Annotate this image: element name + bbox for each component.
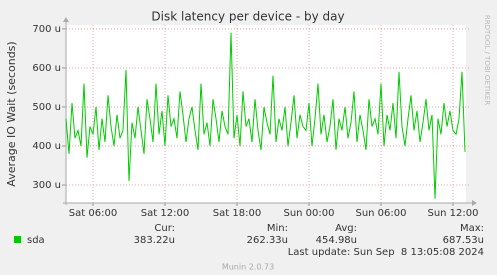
y-tick-label: 500 u (32, 102, 61, 113)
x-tick-label: Sun 06:00 (355, 208, 406, 219)
y-tick-label: 300 u (32, 180, 61, 191)
stat-label: Min: (267, 223, 288, 234)
legend-swatch (14, 236, 21, 243)
x-tick-label: Sat 18:00 (213, 208, 261, 219)
footer: Munin 2.0.73 (222, 263, 274, 272)
stat-label: Max: (460, 223, 484, 234)
stat-label: Cur: (154, 223, 175, 234)
legend-label: sda (27, 235, 45, 246)
y-tick-label: 600 u (32, 63, 61, 74)
stat-value: 454.98u (316, 235, 357, 246)
axis-arrow (472, 200, 477, 206)
y-tick-label: 700 u (32, 24, 61, 35)
y-tick-label: 400 u (32, 141, 61, 152)
x-tick-label: Sat 06:00 (69, 208, 117, 219)
last-update: Last update: Sun Sep 8 13:05:08 2024 (288, 247, 484, 258)
series-line (65, 32, 466, 199)
x-tick-label: Sat 12:00 (141, 208, 189, 219)
watermark: RRDTOOL / TOBI OETIKER (483, 15, 491, 105)
x-tick-label: Sun 12:00 (427, 208, 478, 219)
axis-arrow (63, 17, 69, 22)
plot-area (66, 25, 466, 203)
chart-title: Disk latency per device - by day (151, 10, 344, 24)
stat-value: 687.53u (443, 235, 484, 246)
x-tick-label: Sun 00:00 (283, 208, 334, 219)
stat-value: 383.22u (134, 235, 175, 246)
stat-value: 262.33u (247, 235, 288, 246)
stat-label: Avg: (335, 223, 357, 234)
y-axis-label: Average IO Wait (seconds) (5, 41, 18, 186)
